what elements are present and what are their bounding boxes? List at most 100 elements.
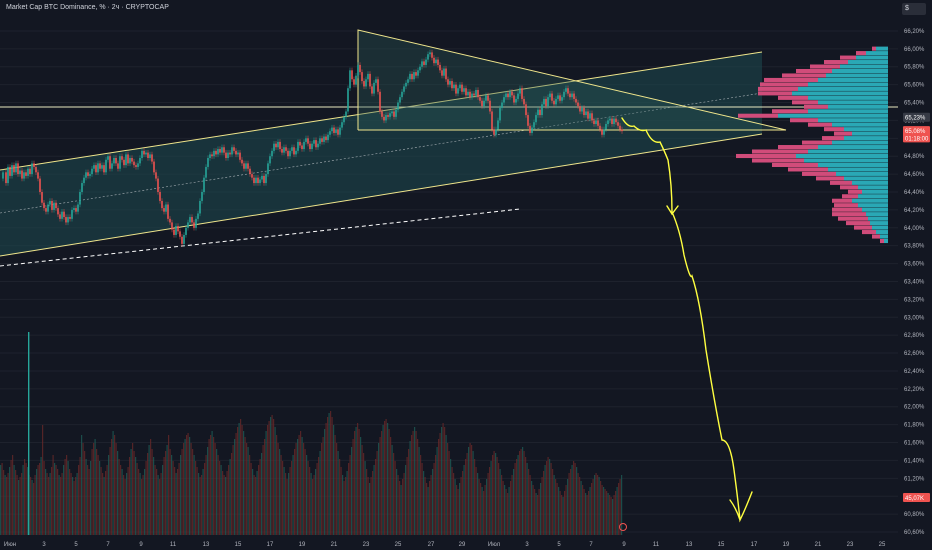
candle-body <box>311 143 313 150</box>
candle-body <box>139 158 141 164</box>
volume-bar <box>42 425 44 535</box>
candle-body <box>117 163 119 169</box>
candle-body <box>187 222 189 228</box>
volume-bar <box>388 429 390 535</box>
candle-body <box>71 209 73 219</box>
candle-body <box>535 115 537 123</box>
volume-bar <box>69 469 71 535</box>
candle-body <box>387 115 389 117</box>
volume-bar <box>3 470 5 535</box>
price-axis[interactable]: 66,20%66,00%65,80%65,60%65,40%65,20%65,0… <box>898 0 932 550</box>
volume-bar <box>234 439 236 535</box>
volume-bar <box>219 461 221 535</box>
volume-bar <box>103 477 105 535</box>
currency-scale-button[interactable]: $ <box>902 3 926 15</box>
volume-bar <box>339 459 341 535</box>
triangle-pattern[interactable] <box>357 29 787 131</box>
candle-body <box>579 106 581 112</box>
projection-drawing[interactable] <box>621 117 753 523</box>
volume-bar <box>525 457 527 535</box>
volume-bar <box>363 453 365 535</box>
candle-body <box>479 97 481 101</box>
candle-body <box>413 72 415 80</box>
candle-body <box>329 131 331 135</box>
time-tick-label: 23 <box>363 542 370 548</box>
candle-body <box>23 172 25 179</box>
time-axis[interactable]: Июн 3 5 7 9 11 13 15 17 19 21 23 25 27 29 Июл 3 5 7 9 11 13 15… <box>4 542 886 548</box>
candle-body <box>591 113 593 121</box>
volume-bar <box>564 491 566 535</box>
volume-bar <box>456 485 458 535</box>
volume-bar <box>349 455 351 535</box>
candle-body <box>465 88 467 96</box>
volume-bar <box>22 465 24 535</box>
candle-body <box>431 52 433 58</box>
volume-bar <box>382 425 384 535</box>
volume-bar <box>180 455 182 535</box>
volume-bar <box>231 453 233 535</box>
volume-bar <box>526 463 528 535</box>
volume-bar <box>393 453 395 535</box>
volume-bar <box>117 451 119 535</box>
volume-bar <box>115 443 117 535</box>
profile-bar-up <box>858 185 888 190</box>
price-tick-label: 62,60% <box>904 351 925 357</box>
volume-bar <box>18 480 20 535</box>
volume-bar <box>208 439 210 535</box>
profile-bar-down <box>752 158 804 163</box>
time-tick-label: 19 <box>783 542 790 548</box>
volume-bar <box>301 437 303 535</box>
volume-bar <box>483 491 485 535</box>
volume-bar <box>558 487 560 535</box>
volume-bar <box>177 469 179 535</box>
volume-bar <box>426 483 428 535</box>
ascending-channel[interactable] <box>0 51 898 267</box>
candle-body <box>573 93 575 99</box>
profile-bar-up <box>832 68 888 74</box>
volume-bar <box>606 491 608 535</box>
volume-bar <box>16 475 18 535</box>
volume-bar <box>372 471 374 535</box>
profile-bar-up <box>884 238 888 244</box>
volume-bar <box>528 469 530 535</box>
volume-bar <box>331 417 333 535</box>
volume-series <box>0 332 623 535</box>
candle-body <box>457 88 459 94</box>
candle-body <box>177 226 179 232</box>
volume-bar <box>514 463 516 535</box>
time-tick-label: 7 <box>106 542 110 548</box>
price-tick-label: 63,80% <box>904 244 925 250</box>
price-tick-label: 66,20% <box>904 29 925 35</box>
candle-body <box>603 129 605 135</box>
profile-bar-up <box>844 136 888 141</box>
volume-bar <box>216 449 218 535</box>
candle-body <box>233 147 235 151</box>
volume-bar <box>601 485 603 535</box>
volume-bar <box>130 449 132 535</box>
time-tick-label: 17 <box>267 542 274 548</box>
candle-body <box>141 150 143 158</box>
volume-bar <box>148 445 150 535</box>
profile-bar-up <box>852 198 888 203</box>
volume-bar <box>475 467 477 535</box>
candle-body <box>527 115 529 126</box>
profile-bar-down <box>816 176 844 181</box>
candle-body <box>13 165 15 173</box>
volume-bar <box>421 463 423 535</box>
candle-body <box>327 134 329 141</box>
volume-bar <box>46 473 48 535</box>
candle-body <box>317 143 319 148</box>
time-tick-label: 3 <box>42 542 46 548</box>
volume-bar <box>298 435 300 535</box>
volume-bar <box>502 481 504 535</box>
candle-body <box>151 154 153 162</box>
profile-bar-up <box>778 113 888 118</box>
volume-bar <box>144 469 146 535</box>
volume-bar <box>468 447 470 535</box>
candle-body <box>445 68 447 80</box>
candle-body <box>483 100 485 107</box>
candle-body <box>251 174 253 178</box>
candle-body <box>521 88 523 99</box>
volume-bar <box>480 483 482 535</box>
